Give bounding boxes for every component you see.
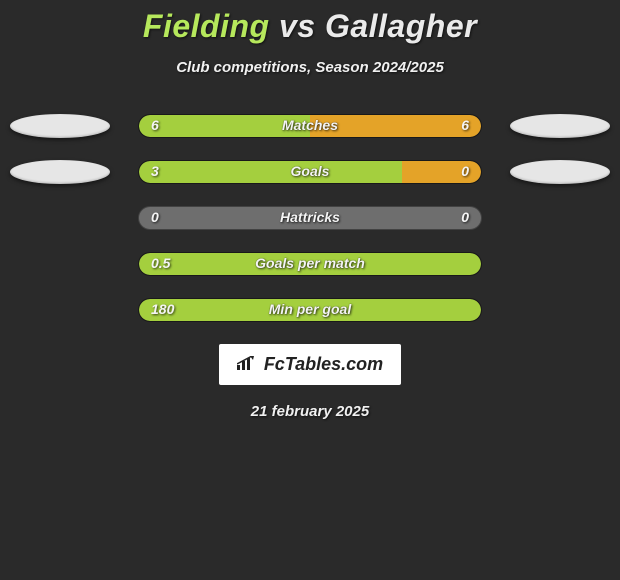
title-vs: vs bbox=[279, 8, 316, 44]
subtitle: Club competitions, Season 2024/2025 bbox=[0, 59, 620, 76]
stat-label: Hattricks bbox=[139, 209, 481, 225]
stat-row: 30Goals bbox=[0, 160, 620, 184]
bar-track: 30Goals bbox=[138, 160, 482, 184]
stat-label: Goals per match bbox=[139, 255, 481, 271]
bar-track: 66Matches bbox=[138, 114, 482, 138]
stat-row: 66Matches bbox=[0, 114, 620, 138]
date-label: 21 february 2025 bbox=[0, 403, 620, 420]
stat-row: 180Min per goal bbox=[0, 298, 620, 322]
bar-track: 180Min per goal bbox=[138, 298, 482, 322]
footer: FcTables.com bbox=[0, 344, 620, 385]
bar-track: 0.5Goals per match bbox=[138, 252, 482, 276]
stat-label: Matches bbox=[139, 117, 481, 133]
fctables-badge[interactable]: FcTables.com bbox=[219, 344, 401, 385]
player-oval-left bbox=[10, 160, 110, 184]
title-right-name: Gallagher bbox=[325, 8, 477, 44]
page-title: Fielding vs Gallagher bbox=[0, 0, 620, 45]
stat-row: 0.5Goals per match bbox=[0, 252, 620, 276]
stat-label: Goals bbox=[139, 163, 481, 179]
player-oval-left bbox=[10, 114, 110, 138]
stat-row: 00Hattricks bbox=[0, 206, 620, 230]
player-oval-right bbox=[510, 114, 610, 138]
bar-track: 00Hattricks bbox=[138, 206, 482, 230]
stat-label: Min per goal bbox=[139, 301, 481, 317]
stats-rows: 66Matches 30Goals 00Hattricks 0.5Goals per … bbox=[0, 114, 620, 322]
title-left-name: Fielding bbox=[143, 8, 270, 44]
badge-text: FcTables.com bbox=[264, 354, 383, 374]
bars-icon bbox=[237, 354, 260, 374]
player-oval-right bbox=[510, 160, 610, 184]
